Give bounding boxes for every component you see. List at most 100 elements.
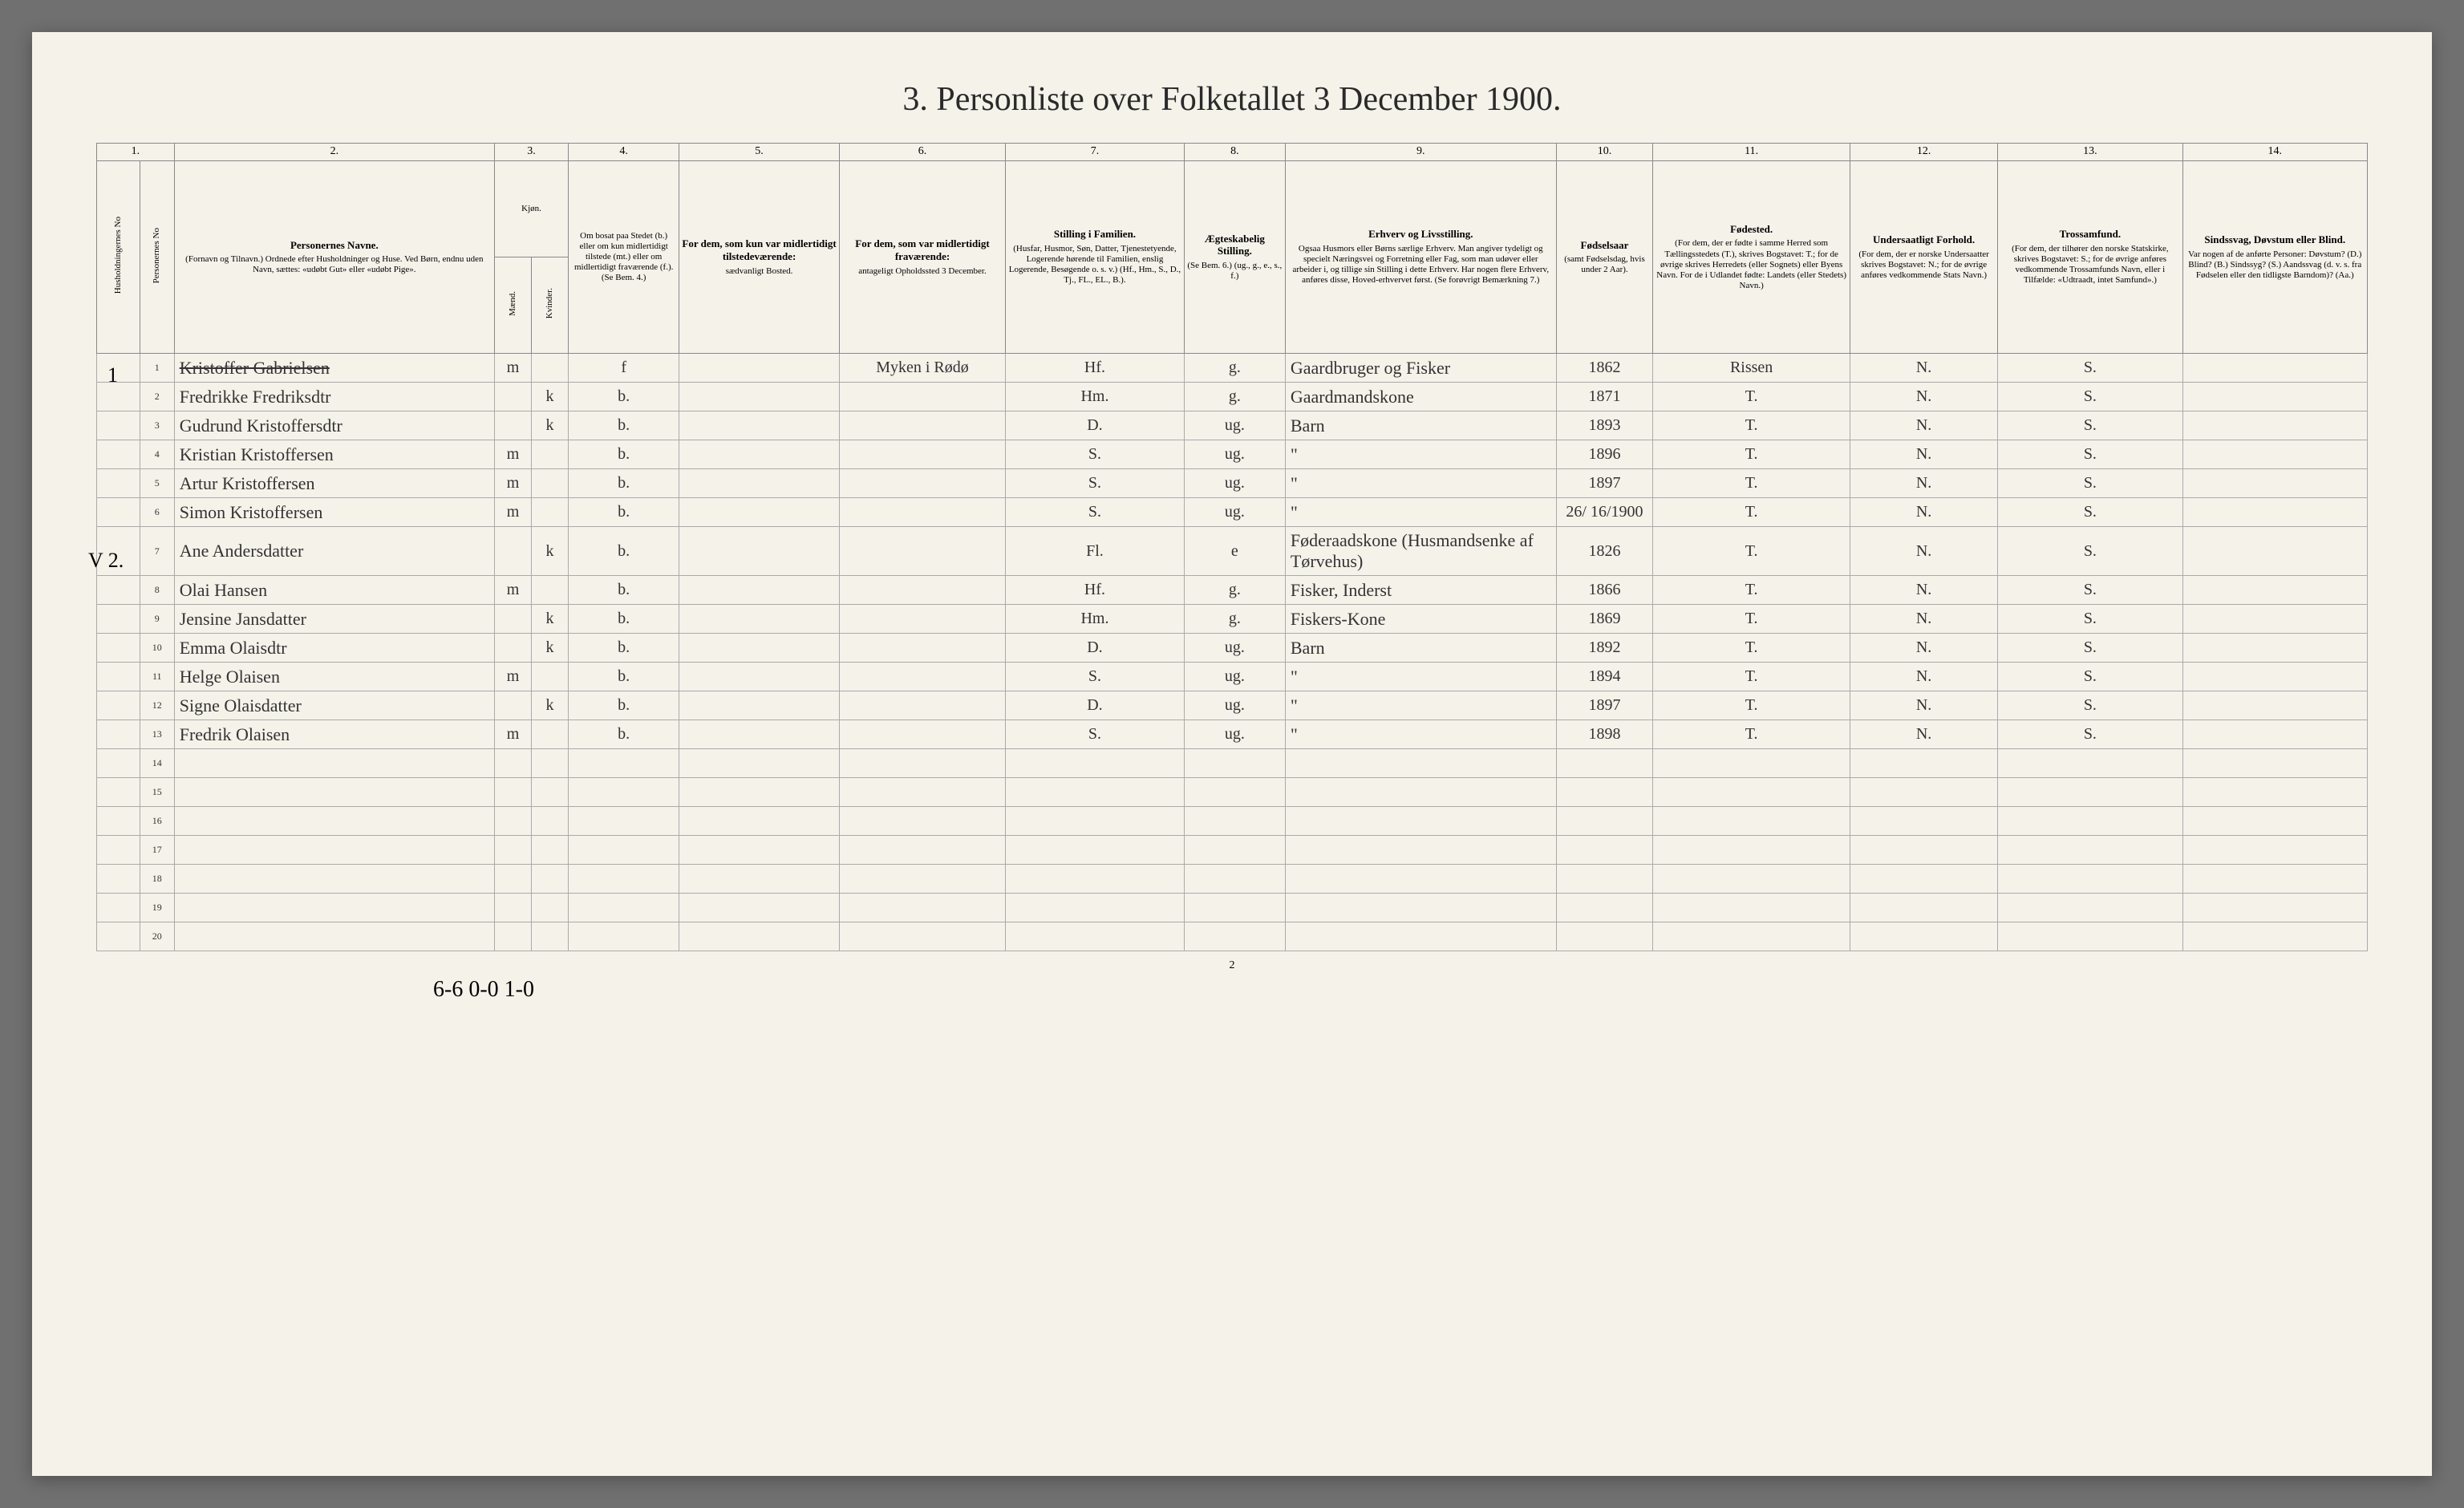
cell-person-no: 5 [140,469,174,498]
cell-sex-m: m [494,440,531,469]
empty-cell [679,807,840,836]
empty-cell [1998,749,2182,778]
cell-religion: S. [1998,469,2182,498]
empty-cell [1285,836,1556,865]
cell-name: Artur Kristoffersen [174,469,494,498]
cell-residence: b. [569,663,679,691]
table-row: 7Ane Andersdatterkb.Fl.eFøderaadskone (H… [97,527,2368,576]
cell-disability [2182,383,2367,411]
cell-residence: b. [569,498,679,527]
cell-person-no: 11 [140,663,174,691]
cell-residence: b. [569,383,679,411]
col-num-11: 11. [1653,144,1850,161]
cell-marital: ug. [1184,469,1285,498]
cell-marital: ug. [1184,440,1285,469]
cell-nationality: N. [1850,411,1997,440]
cell-household-no [97,354,140,383]
cell-family-pos: Hf. [1006,354,1185,383]
empty-cell [2182,749,2367,778]
col-num-8: 8. [1184,144,1285,161]
empty-cell [532,807,569,836]
cell-nationality: N. [1850,440,1997,469]
empty-cell [1184,749,1285,778]
cell-marital: g. [1184,576,1285,605]
empty-cell [679,836,840,865]
cell-marital: ug. [1184,720,1285,749]
cell-sex-m [494,605,531,634]
cell-sex-m: m [494,576,531,605]
cell-residence: b. [569,411,679,440]
cell-birthyear: 1893 [1556,411,1653,440]
cell-occupation: " [1285,691,1556,720]
col-num-7: 7. [1006,144,1185,161]
header-sex: Kjøn. [494,161,568,257]
cell-person-no: 13 [140,720,174,749]
cell-family-pos: S. [1006,720,1185,749]
empty-cell [839,922,1005,951]
cell-temp-absent [839,720,1005,749]
empty-cell [494,807,531,836]
table-row: 12Signe Olaisdatterkb.D.ug."1897T.N.S. [97,691,2368,720]
table-row: 8Olai Hansenmb.Hf.g.Fisker, Inderst1866T… [97,576,2368,605]
cell-household-no [97,440,140,469]
empty-cell [1285,922,1556,951]
empty-cell [1850,922,1997,951]
empty-cell [1556,894,1653,922]
cell-birthyear: 1897 [1556,691,1653,720]
cell-nationality: N. [1850,576,1997,605]
empty-cell [2182,894,2367,922]
header-occupation: Erhverv og Livsstilling.Ogsaa Husmors el… [1285,161,1556,354]
cell-marital: e [1184,527,1285,576]
cell-birthyear: 1826 [1556,527,1653,576]
cell-residence: b. [569,469,679,498]
cell-family-pos: Hm. [1006,605,1185,634]
cell-household-no [97,634,140,663]
cell-person-no: 17 [140,836,174,865]
cell-disability [2182,634,2367,663]
empty-cell [1556,749,1653,778]
cell-person-no: 7 [140,527,174,576]
empty-cell [532,778,569,807]
empty-cell [839,778,1005,807]
cell-religion: S. [1998,440,2182,469]
empty-cell [1653,807,1850,836]
cell-disability [2182,576,2367,605]
page-title: 3. Personliste over Folketallet 3 Decemb… [96,80,2368,119]
cell-nationality: N. [1850,383,1997,411]
cell-person-no: 2 [140,383,174,411]
cell-sex-m: m [494,663,531,691]
header-residence: Om bosat paa Stedet (b.) eller om kun mi… [569,161,679,354]
cell-disability [2182,354,2367,383]
cell-birthplace: T. [1653,383,1850,411]
empty-cell [1850,865,1997,894]
empty-cell [1184,865,1285,894]
empty-cell [174,894,494,922]
cell-occupation: " [1285,498,1556,527]
cell-residence: b. [569,691,679,720]
cell-birthplace: T. [1653,469,1850,498]
table-row-empty: 17 [97,836,2368,865]
empty-cell [1285,778,1556,807]
cell-temp-present [679,605,840,634]
empty-cell [532,865,569,894]
cell-name: Gudrund Kristoffersdtr [174,411,494,440]
empty-cell [679,894,840,922]
table-row: 6Simon Kristoffersenmb.S.ug."26/ 16/1900… [97,498,2368,527]
cell-household-no [97,469,140,498]
cell-nationality: N. [1850,354,1997,383]
cell-sex-k: k [532,634,569,663]
cell-sex-m [494,383,531,411]
cell-residence: b. [569,576,679,605]
empty-cell [532,922,569,951]
cell-sex-k: k [532,411,569,440]
cell-sex-k [532,354,569,383]
header-birthplace: Fødested.(For dem, der er fødte i samme … [1653,161,1850,354]
cell-nationality: N. [1850,691,1997,720]
empty-cell [839,807,1005,836]
cell-temp-absent [839,634,1005,663]
cell-nationality: N. [1850,469,1997,498]
cell-nationality: N. [1850,720,1997,749]
empty-cell [1850,894,1997,922]
empty-cell [1006,749,1185,778]
cell-household-no [97,922,140,951]
